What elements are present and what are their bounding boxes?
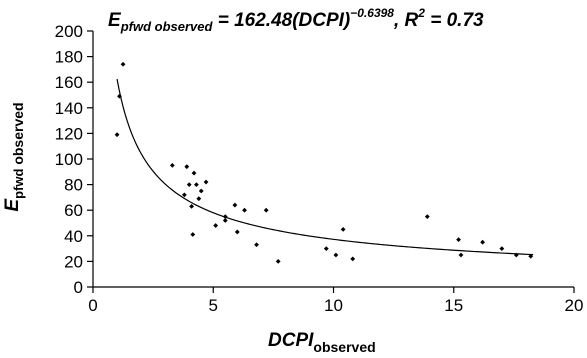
data-point (191, 170, 197, 176)
data-point (254, 242, 259, 248)
x-tick-label: 20 (565, 296, 584, 315)
data-point (424, 214, 430, 219)
data-point (194, 182, 199, 187)
data-point (196, 196, 202, 202)
data-point (458, 252, 464, 258)
data-point (333, 252, 339, 258)
data-point (190, 232, 196, 237)
data-point (213, 223, 219, 228)
data-point (323, 246, 329, 251)
data-point (340, 227, 346, 232)
data-point (275, 259, 281, 264)
y-tick-label: 200 (55, 22, 83, 41)
y-tick-label: 0 (74, 278, 83, 297)
data-points (114, 61, 534, 264)
data-point (499, 246, 505, 251)
y-tick-label: 140 (55, 99, 83, 118)
data-point (222, 214, 228, 219)
data-point (222, 218, 228, 223)
data-point (528, 253, 534, 259)
data-point (350, 256, 356, 262)
y-tick-label: 120 (55, 124, 83, 143)
data-point (186, 182, 192, 187)
x-tick-label: 15 (444, 296, 463, 315)
data-point (120, 61, 126, 67)
data-point (203, 179, 209, 185)
x-axis-label: DCPIobserved (268, 330, 376, 355)
y-tick-label: 100 (55, 150, 83, 169)
data-point (117, 93, 122, 99)
chart-title: Epfwd observed = 162.48(DCPI)−0.6398, R2… (108, 6, 484, 34)
y-tick-label: 40 (64, 227, 83, 246)
data-point (198, 188, 204, 194)
data-point (232, 202, 238, 208)
data-point (189, 203, 195, 209)
y-axis-label: Epfwd observed (2, 102, 26, 212)
data-point (263, 207, 269, 213)
y-tick-label: 60 (64, 201, 83, 220)
x-tick-label: 10 (324, 296, 343, 315)
x-tick-label: 0 (88, 296, 97, 315)
data-point (480, 239, 486, 245)
data-point (242, 207, 247, 213)
data-point (169, 163, 175, 168)
y-tick-label: 180 (55, 48, 83, 67)
y-axis-ticks: 0 20 40 60 80 100 120 140 160 180 200 (55, 22, 93, 297)
data-point (234, 229, 240, 235)
data-point (456, 237, 461, 243)
data-point (513, 252, 519, 258)
x-axis-ticks: 0 5 10 15 20 (88, 287, 583, 315)
y-tick-label: 160 (55, 73, 83, 92)
data-point (184, 164, 190, 170)
y-tick-label: 20 (64, 252, 83, 271)
data-point (114, 132, 120, 138)
y-tick-label: 80 (64, 176, 83, 195)
power-fit-curve (116, 78, 534, 256)
data-point (181, 192, 187, 198)
x-tick-label: 5 (209, 296, 218, 315)
